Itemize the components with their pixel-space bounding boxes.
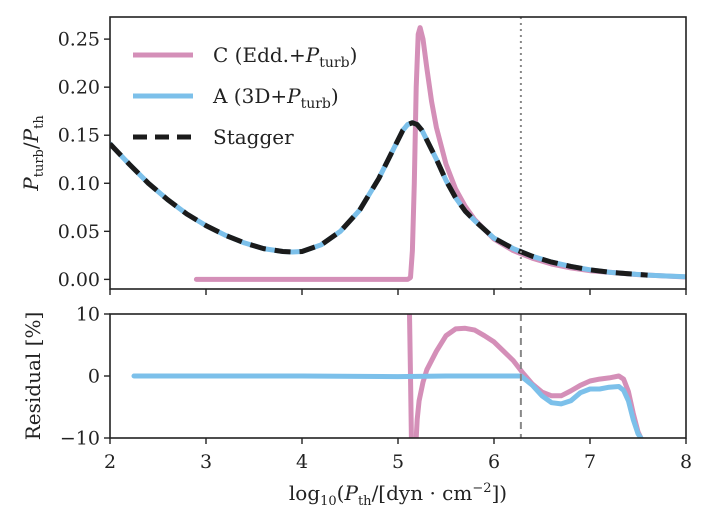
bottom-x-tick-label: 5 <box>392 451 404 473</box>
top-y-tick-label: 0.20 <box>58 77 100 99</box>
top-axes-frame <box>109 16 687 290</box>
bottom-x-tick-label: 7 <box>584 451 596 473</box>
bottom-y-tick-label: 10 <box>76 304 100 326</box>
bottom-series-a <box>131 373 644 438</box>
bottom-x-tick-label: 8 <box>680 451 692 473</box>
bottom-axes-frame <box>109 313 687 439</box>
bottom-x-tick-label: 4 <box>296 451 308 473</box>
top-series-a <box>110 120 686 280</box>
top-y-ticks: 0.00 0.05 0.10 0.15 0.20 0.25 <box>58 29 110 291</box>
legend: C (Edd.+Pturb) A (3D+Pturb) Stagger <box>133 43 357 149</box>
top-series-group <box>110 25 686 282</box>
top-y-tick-label: 0.25 <box>58 29 100 51</box>
legend-label-a: A (3D+Pturb) <box>212 84 339 112</box>
bottom-panel: −10 0 10 2 3 4 5 6 7 8 Residual [%] log10(Pth/[d… <box>21 304 692 510</box>
top-x-ticks <box>109 289 687 295</box>
top-y-axis-label: Pturb/Pth <box>19 115 47 192</box>
bottom-x-tick-label: 3 <box>200 451 212 473</box>
bottom-y-tick-label: 0 <box>88 366 100 388</box>
bottom-x-tick-label: 2 <box>104 451 116 473</box>
top-y-tick-label: 0.15 <box>58 125 100 147</box>
top-y-tick-label: 0.10 <box>58 173 100 195</box>
bottom-x-ticks: 2 3 4 5 6 7 8 <box>104 438 692 473</box>
bottom-y-tick-label: −10 <box>60 428 100 450</box>
top-y-tick-label: 0.05 <box>58 221 100 243</box>
top-y-tick-label: 0.00 <box>58 269 100 291</box>
legend-label-c: C (Edd.+Pturb) <box>213 43 357 71</box>
bottom-y-axis-label: Residual [%] <box>21 312 45 441</box>
top-series-stagger <box>110 120 648 278</box>
bottom-x-axis-label: log10(Pth/[dyn · cm−2]) <box>289 481 507 509</box>
legend-label-stagger: Stagger <box>213 125 294 149</box>
top-panel: 0.00 0.05 0.10 0.15 0.20 0.25 Pturb/Pth C (Ed… <box>19 16 687 295</box>
bottom-series-group <box>131 314 644 438</box>
bottom-x-tick-label: 6 <box>488 451 500 473</box>
bottom-y-ticks: −10 0 10 <box>60 304 110 450</box>
